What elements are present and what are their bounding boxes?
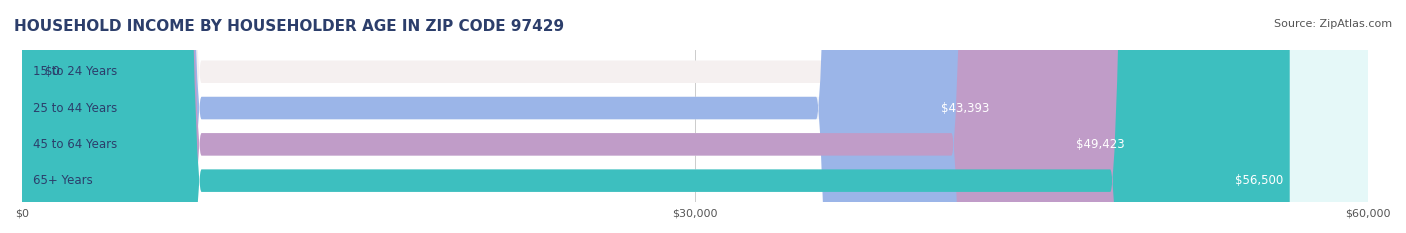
Text: $0: $0 bbox=[45, 65, 60, 78]
Text: $56,500: $56,500 bbox=[1234, 174, 1284, 187]
Text: HOUSEHOLD INCOME BY HOUSEHOLDER AGE IN ZIP CODE 97429: HOUSEHOLD INCOME BY HOUSEHOLDER AGE IN Z… bbox=[14, 19, 564, 34]
FancyBboxPatch shape bbox=[22, 0, 1289, 233]
FancyBboxPatch shape bbox=[22, 0, 995, 233]
FancyBboxPatch shape bbox=[22, 0, 1368, 233]
Text: 25 to 44 Years: 25 to 44 Years bbox=[34, 102, 118, 115]
FancyBboxPatch shape bbox=[22, 0, 1368, 233]
FancyBboxPatch shape bbox=[22, 0, 1368, 233]
Text: $49,423: $49,423 bbox=[1076, 138, 1125, 151]
FancyBboxPatch shape bbox=[22, 0, 1130, 233]
Text: 15 to 24 Years: 15 to 24 Years bbox=[34, 65, 118, 78]
Text: $43,393: $43,393 bbox=[941, 102, 988, 115]
Text: 45 to 64 Years: 45 to 64 Years bbox=[34, 138, 118, 151]
Text: 65+ Years: 65+ Years bbox=[34, 174, 93, 187]
FancyBboxPatch shape bbox=[22, 0, 1368, 233]
Text: Source: ZipAtlas.com: Source: ZipAtlas.com bbox=[1274, 19, 1392, 29]
